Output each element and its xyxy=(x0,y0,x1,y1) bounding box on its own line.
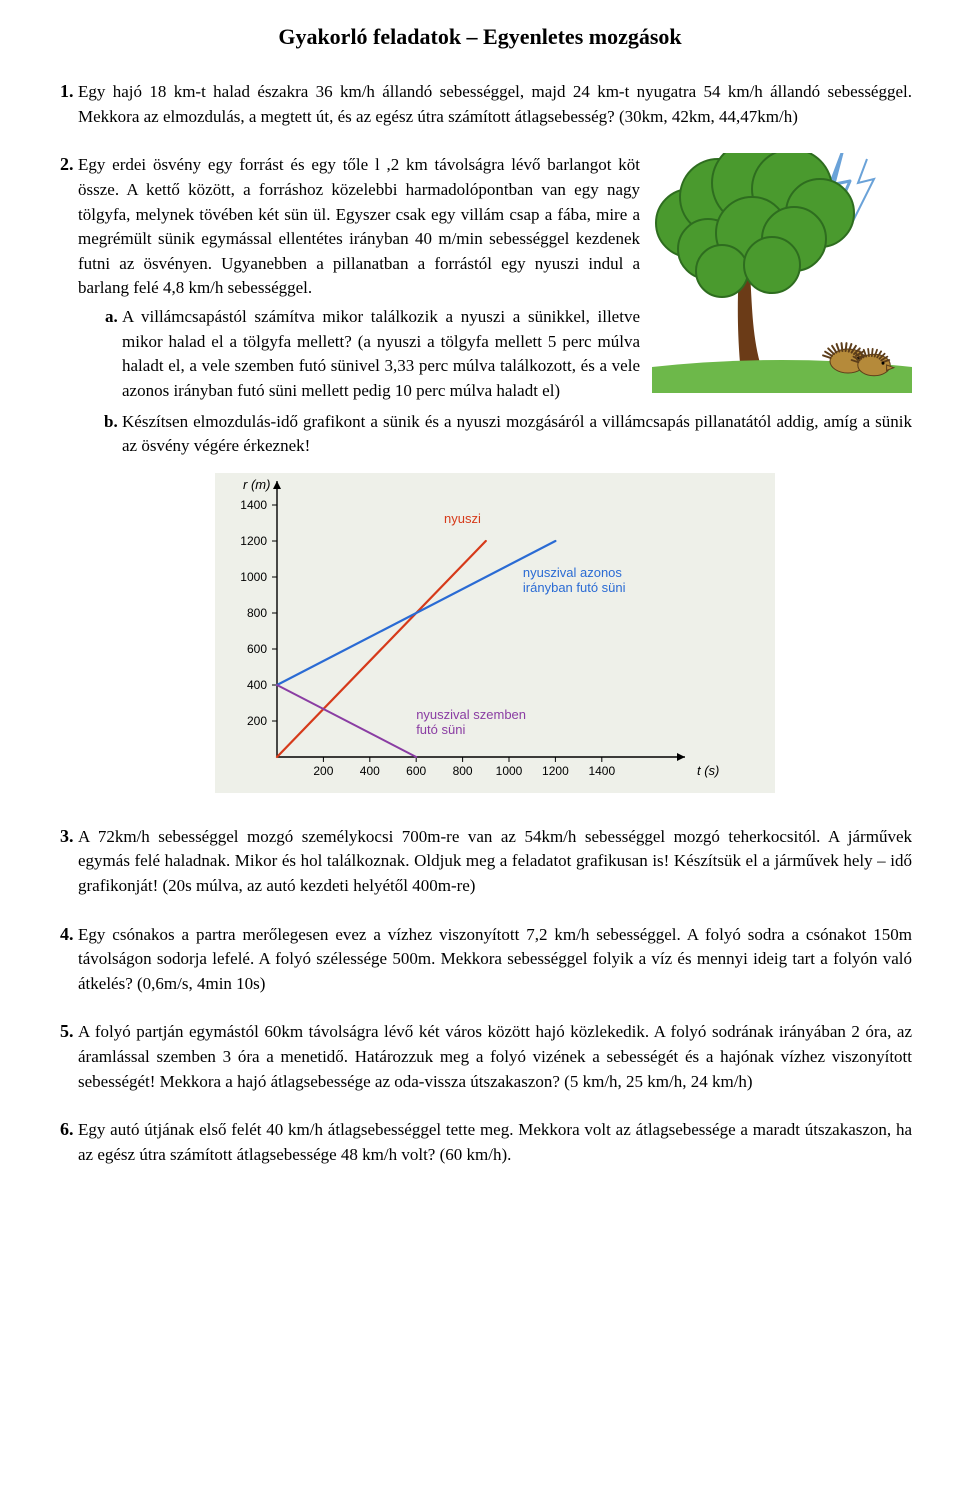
svg-text:200: 200 xyxy=(313,764,333,778)
page-title: Gyakorló feladatok – Egyenletes mozgások xyxy=(48,24,912,50)
problem-6-text: Egy autó útjának első felét 40 km/h átla… xyxy=(78,1120,912,1164)
svg-text:400: 400 xyxy=(360,764,380,778)
svg-text:1400: 1400 xyxy=(588,764,615,778)
tree-illustration xyxy=(652,153,912,393)
svg-text:nyuszi: nyuszi xyxy=(444,511,481,526)
problem-2-intro: Egy erdei ösvény egy forrást és egy tőle… xyxy=(78,155,640,297)
problem-4: Egy csónakos a partra merőlegesen evez a… xyxy=(78,921,912,997)
svg-text:1400: 1400 xyxy=(240,498,267,512)
problem-list: Egy hajó 18 km-t halad északra 36 km/h á… xyxy=(48,78,912,1168)
svg-text:800: 800 xyxy=(247,606,267,620)
svg-text:1200: 1200 xyxy=(240,534,267,548)
page: Gyakorló feladatok – Egyenletes mozgások… xyxy=(0,0,960,1512)
svg-text:200: 200 xyxy=(247,714,267,728)
problem-2: Egy erdei ösvény egy forrást és egy tőle… xyxy=(78,151,912,800)
problem-3-text: A 72km/h sebességgel mozgó személykocsi … xyxy=(78,827,912,895)
problem-3: A 72km/h sebességgel mozgó személykocsi … xyxy=(78,823,912,899)
svg-text:800: 800 xyxy=(453,764,473,778)
problem-1: Egy hajó 18 km-t halad északra 36 km/h á… xyxy=(78,78,912,129)
svg-text:futó süni: futó süni xyxy=(416,722,465,737)
problem-2b-text: Készítsen elmozdulás-idő grafikont a sün… xyxy=(122,412,912,456)
svg-text:irányban futó süni: irányban futó süni xyxy=(523,580,626,595)
svg-text:nyuszival szemben: nyuszival szemben xyxy=(416,707,526,722)
displacement-time-chart: 200 400 600 800 1000 1200 1400 200 400 600 800 1000… xyxy=(215,473,775,793)
svg-text:t (s): t (s) xyxy=(697,763,719,778)
svg-text:r (m): r (m) xyxy=(243,477,270,492)
svg-text:600: 600 xyxy=(406,764,426,778)
problem-1-text: Egy hajó 18 km-t halad északra 36 km/h á… xyxy=(78,82,912,126)
svg-text:1000: 1000 xyxy=(496,764,523,778)
svg-text:400: 400 xyxy=(247,678,267,692)
problem-5: A folyó partján egymástól 60km távolságr… xyxy=(78,1018,912,1094)
svg-text:1000: 1000 xyxy=(240,570,267,584)
problem-5-text: A folyó partján egymástól 60km távolságr… xyxy=(78,1022,912,1090)
displacement-time-chart-wrap: 200 400 600 800 1000 1200 1400 200 400 600 800 1000… xyxy=(78,473,912,801)
problem-6: Egy autó útjának első felét 40 km/h átla… xyxy=(78,1116,912,1167)
problem-2a-text: A villámcsapástól számítva mikor találko… xyxy=(122,307,640,400)
problem-4-text: Egy csónakos a partra merőlegesen evez a… xyxy=(78,925,912,993)
svg-text:nyuszival azonos: nyuszival azonos xyxy=(523,565,622,580)
svg-text:600: 600 xyxy=(247,642,267,656)
problem-2-wrap: Egy erdei ösvény egy forrást és egy tőle… xyxy=(78,153,912,459)
svg-text:1200: 1200 xyxy=(542,764,569,778)
problem-2b: Készítsen elmozdulás-idő grafikont a sün… xyxy=(122,410,912,459)
